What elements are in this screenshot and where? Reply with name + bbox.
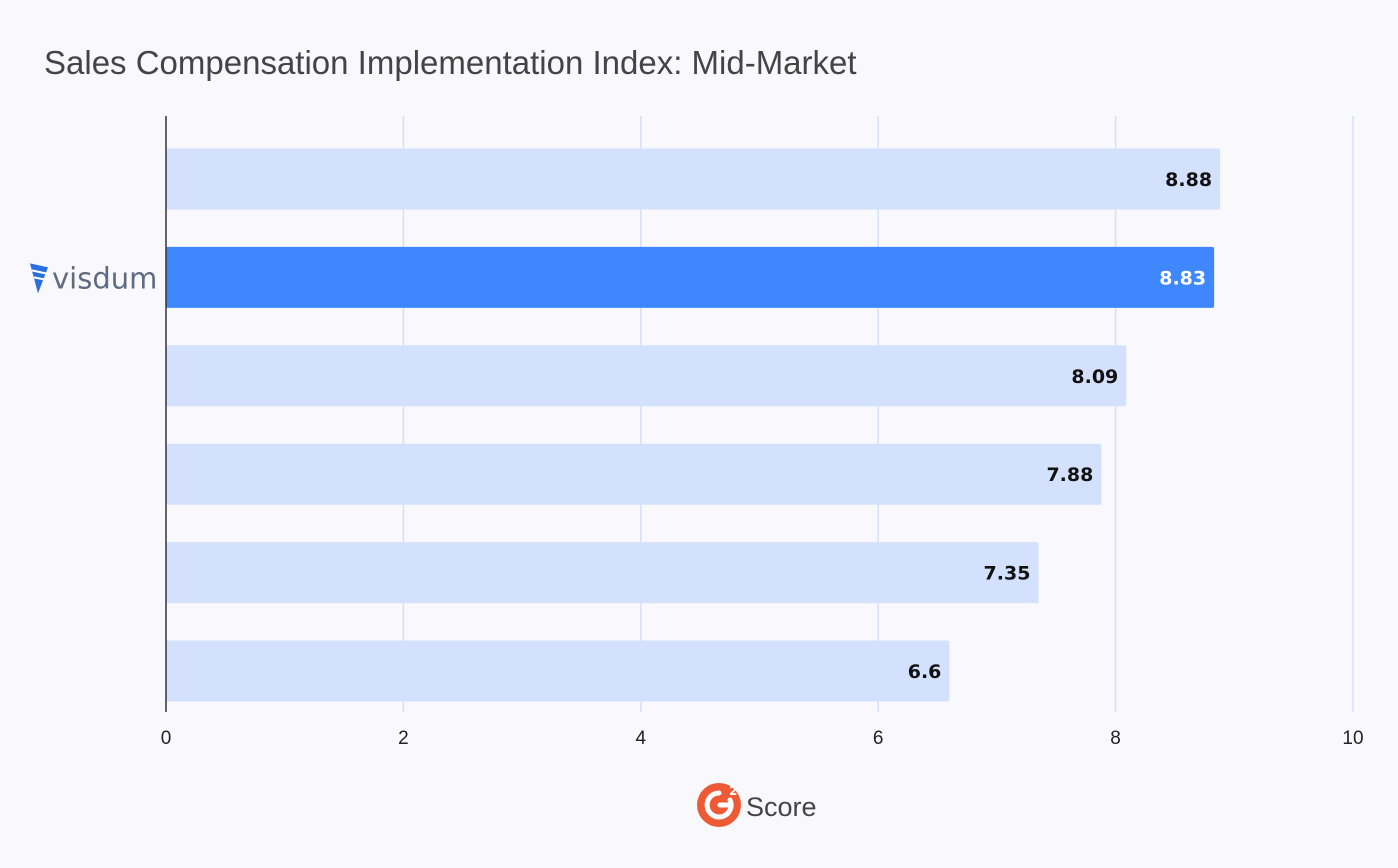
bar bbox=[166, 542, 1039, 604]
bar-value-label: 8.09 bbox=[1071, 366, 1118, 388]
value-labels: 8.88 8.83 8.09 7.88 7.35 6.6 bbox=[908, 169, 1212, 683]
g2-score-badge: 2 Score bbox=[696, 782, 817, 828]
x-tick-label: 4 bbox=[636, 728, 647, 749]
grid-lines bbox=[402, 116, 1354, 712]
x-tick-label: 8 bbox=[1110, 728, 1121, 749]
chart-title: Sales Compensation Implementation Index:… bbox=[44, 44, 857, 81]
bar-value-label: 6.6 bbox=[908, 661, 942, 683]
svg-text:2: 2 bbox=[729, 784, 737, 798]
bar bbox=[166, 443, 1102, 505]
category-logo-visdum: visdum bbox=[30, 261, 157, 295]
shield-stripe bbox=[31, 269, 51, 276]
score-label: Score bbox=[746, 791, 817, 822]
bar-value-label: 7.35 bbox=[984, 563, 1031, 585]
bars bbox=[166, 148, 1221, 702]
x-tick-label: 0 bbox=[161, 728, 172, 749]
bar-value-label: 8.88 bbox=[1165, 169, 1212, 191]
category-labels: visdum bbox=[30, 261, 157, 295]
category-label: visdum bbox=[52, 261, 157, 295]
x-tick-label: 6 bbox=[873, 728, 884, 749]
bar bbox=[166, 640, 950, 702]
bar bbox=[166, 345, 1127, 407]
shield-icon bbox=[30, 263, 51, 294]
bar bbox=[166, 148, 1221, 210]
x-tick-label: 2 bbox=[398, 728, 409, 749]
bar-highlighted bbox=[166, 246, 1215, 308]
x-tick-label: 10 bbox=[1342, 728, 1363, 749]
bar-value-label: 8.83 bbox=[1159, 267, 1206, 289]
bar-value-label: 7.88 bbox=[1046, 464, 1093, 486]
x-tick-labels: 0 2 4 6 8 10 bbox=[161, 728, 1364, 749]
shield-stripe bbox=[33, 276, 50, 282]
g2-logo-icon: 2 bbox=[697, 783, 741, 827]
